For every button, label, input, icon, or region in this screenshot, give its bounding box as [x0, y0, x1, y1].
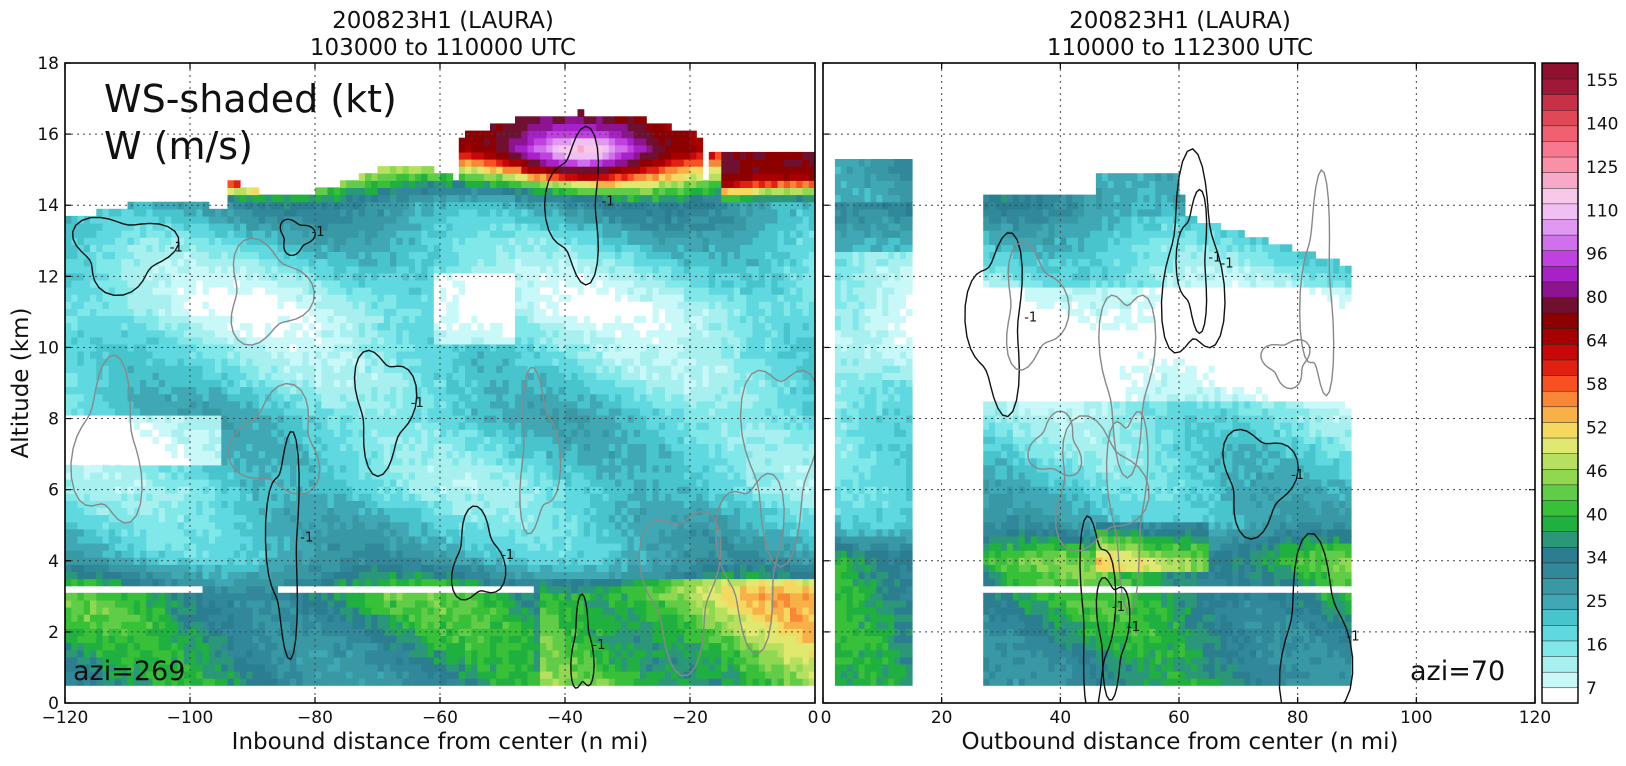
colorbar-band	[1542, 578, 1578, 594]
left-x-tick-label: −100	[167, 708, 214, 728]
colorbar-band	[1542, 94, 1578, 110]
right-x-tick-label: 120	[1519, 708, 1551, 728]
y-tick-label: 4	[48, 552, 59, 572]
colorbar-labels: 155 140 125 110 96 80 64 58 52 46 40 34 25 16 7	[1586, 71, 1618, 699]
colorbar-band	[1542, 219, 1578, 235]
colorbar-band	[1542, 266, 1578, 282]
colorbar-band	[1542, 531, 1578, 547]
colorbar-band	[1542, 438, 1578, 454]
colorbar-band	[1542, 500, 1578, 516]
colorbar-bands	[1542, 63, 1578, 703]
left-title: 200823H1 (LAURA)	[332, 8, 554, 34]
colorbar-band	[1542, 672, 1578, 688]
left-y-axis-label: Altitude (km)	[8, 308, 34, 459]
y-tick-label: 0	[48, 694, 59, 714]
colorbar-band	[1542, 157, 1578, 173]
colorbar-band	[1542, 203, 1578, 219]
colorbar-band	[1542, 594, 1578, 610]
right-x-tick-label: 0	[821, 708, 832, 728]
colorbar-label: 96	[1586, 245, 1608, 265]
right-panel: 200823H1 (LAURA) 110000 to 112300 UTC -1…	[821, 8, 1552, 755]
colorbar-label: 40	[1586, 505, 1608, 525]
colorbar-band	[1542, 375, 1578, 391]
colorbar-label: 52	[1586, 418, 1608, 438]
colorbar-label: 110	[1586, 201, 1618, 221]
colorbar-band	[1542, 172, 1578, 188]
y-tick-label: 10	[37, 338, 59, 358]
colorbar-band	[1542, 79, 1578, 95]
colorbar-label: 155	[1586, 71, 1618, 91]
left-x-tick-label: −20	[672, 708, 708, 728]
y-tick-label: 12	[37, 267, 59, 287]
colorbar-band	[1542, 125, 1578, 141]
colorbar-band	[1542, 110, 1578, 126]
colorbar-band	[1542, 547, 1578, 563]
colorbar-band	[1542, 344, 1578, 360]
right-title: 200823H1 (LAURA)	[1069, 8, 1291, 34]
field-label-windspeed: WS-shaded (kt)	[104, 77, 397, 121]
left-subtitle: 103000 to 110000 UTC	[310, 35, 576, 61]
colorbar-label: 64	[1586, 332, 1608, 352]
colorbar-label: 46	[1586, 462, 1608, 482]
right-x-axis-label: Outbound distance from center (n mi)	[962, 729, 1399, 755]
left-x-tick-label: −40	[547, 708, 583, 728]
field-label-vertical-velocity: W (m/s)	[104, 124, 253, 168]
colorbar-band	[1542, 360, 1578, 376]
y-tick-label: 18	[37, 54, 59, 74]
colorbar-band	[1542, 563, 1578, 579]
right-x-tick-label: 20	[931, 708, 953, 728]
right-windspeed-shading	[835, 159, 1352, 686]
colorbar-band	[1542, 656, 1578, 672]
colorbar-band	[1542, 63, 1578, 79]
y-tick-label: 16	[37, 125, 59, 145]
colorbar-label: 16	[1586, 636, 1608, 656]
colorbar-band	[1542, 641, 1578, 657]
colorbar-band	[1542, 625, 1578, 641]
colorbar-label: 80	[1586, 288, 1608, 308]
colorbar-band	[1542, 469, 1578, 485]
y-tick-label: 8	[48, 410, 59, 430]
colorbar-band	[1542, 422, 1578, 438]
colorbar-label: 7	[1586, 679, 1597, 699]
colorbar-band	[1542, 297, 1578, 313]
colorbar-band	[1542, 516, 1578, 532]
colorbar-band	[1542, 406, 1578, 422]
right-subtitle: 110000 to 112300 UTC	[1047, 35, 1313, 61]
colorbar-label: 125	[1586, 158, 1618, 178]
right-x-tick-label: 100	[1400, 708, 1432, 728]
left-x-tick-label: −80	[297, 708, 333, 728]
right-x-tick-label: 80	[1287, 708, 1309, 728]
y-tick-label: 14	[37, 196, 59, 216]
left-x-axis-label: Inbound distance from center (n mi)	[232, 729, 649, 755]
colorbar-band	[1542, 453, 1578, 469]
colorbar-band	[1542, 313, 1578, 329]
colorbar-band	[1542, 484, 1578, 500]
y-tick-label: 6	[48, 481, 59, 501]
colorbar-band	[1542, 328, 1578, 344]
colorbar-band	[1542, 282, 1578, 298]
left-x-tick-label: −60	[422, 708, 458, 728]
colorbar-band	[1542, 609, 1578, 625]
colorbar: 155 140 125 110 96 80 64 58 52 46 40 34 25 16 7	[1542, 63, 1618, 703]
colorbar-band	[1542, 250, 1578, 266]
colorbar-band	[1542, 687, 1578, 703]
right-x-tick-label: 40	[1050, 708, 1072, 728]
colorbar-band	[1542, 141, 1578, 157]
colorbar-label: 25	[1586, 592, 1608, 612]
left-azimuth-label: azi=269	[73, 656, 185, 687]
colorbar-band	[1542, 188, 1578, 204]
y-tick-label: 2	[48, 623, 59, 643]
colorbar-label: 58	[1586, 375, 1608, 395]
colorbar-label: 140	[1586, 114, 1618, 134]
right-x-tick-label: 60	[1168, 708, 1190, 728]
right-azimuth-label: azi=70	[1410, 656, 1505, 687]
left-x-tick-label: 0	[808, 708, 819, 728]
colorbar-label: 34	[1586, 549, 1608, 569]
colorbar-band	[1542, 235, 1578, 251]
colorbar-band	[1542, 391, 1578, 407]
